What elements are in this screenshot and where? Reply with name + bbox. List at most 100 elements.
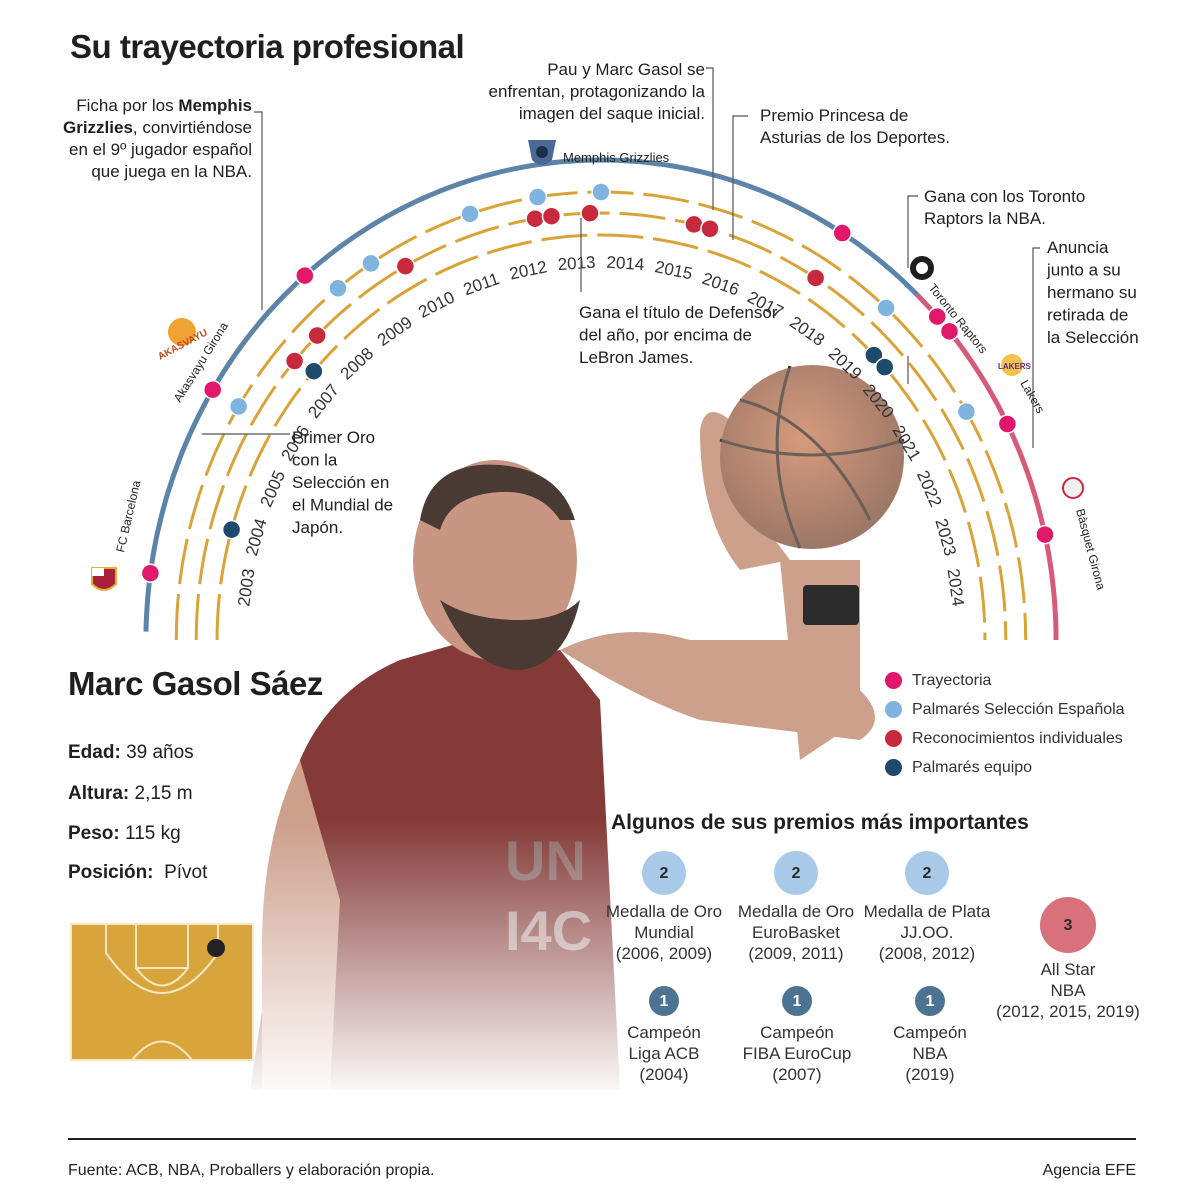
year-label: 2004: [242, 516, 271, 558]
player-name: Marc Gasol Sáez: [68, 665, 323, 702]
svg-text:hermano su: hermano su: [1047, 283, 1137, 302]
timeline-dot: [460, 204, 480, 224]
annotation-defensor: Gana el título de Defensor del año, por e…: [579, 303, 778, 367]
timeline-dot: [284, 351, 305, 371]
stat-position: Posición: Pívot: [68, 862, 208, 883]
player-photo: UN I4C: [240, 412, 875, 1100]
legend-item: Reconocimientos individuales: [885, 724, 1125, 753]
svg-text:en el 9º jugador español: en el 9º jugador español: [69, 140, 252, 159]
year-label: 2022: [913, 468, 946, 510]
svg-text:LAKERS: LAKERS: [998, 362, 1032, 371]
svg-text:Selección en: Selección en: [292, 473, 389, 492]
timeline-dot: [684, 214, 704, 235]
legend-item: Palmarés Selección Española: [885, 695, 1125, 724]
year-label: 2015: [653, 257, 694, 283]
annotation-leaders: [202, 67, 1040, 448]
svg-text:retirada de: retirada de: [1047, 306, 1128, 325]
basquet-girona-logo: [1062, 477, 1084, 499]
year-label: 2016: [700, 269, 742, 300]
timeline-dot: [864, 345, 884, 365]
stat-weight: Peso: 115 kg: [68, 823, 181, 844]
timeline-dot: [140, 563, 161, 583]
arc-track-2: [194, 211, 1008, 641]
svg-text:imagen del saque inicial.: imagen del saque inicial.: [519, 104, 705, 123]
court-diagram: [70, 923, 254, 1061]
timeline-dot: [832, 223, 853, 243]
svg-text:Raptors la NBA.: Raptors la NBA.: [924, 209, 1046, 228]
annotation-asturias: Premio Princesa de Asturias de los Deport…: [760, 106, 950, 147]
award-oro-eurobasket: 2 Medalla de Oro EuroBasket (2009, 2011): [721, 851, 871, 964]
timeline-arcs: [143, 157, 1059, 641]
award-liga-acb: 1 Campeón Liga ACB (2004): [589, 986, 739, 1085]
timeline-dots: [140, 182, 1055, 583]
year-label: 2014: [606, 253, 645, 275]
year-label: 2013: [557, 253, 596, 275]
year-label: 2010: [415, 288, 457, 322]
toronto-raptors-logo: [910, 256, 934, 280]
timeline-dot: [328, 278, 348, 299]
svg-text:la Selección: la Selección: [1047, 328, 1139, 347]
svg-text:enfrentan, protagonizando la: enfrentan, protagonizando la: [489, 82, 706, 101]
leader-line: [732, 115, 748, 240]
awards-title: Algunos de sus premios más importantes: [611, 811, 1029, 834]
timeline-dot: [395, 256, 416, 276]
svg-text:Anuncia: Anuncia: [1047, 238, 1109, 257]
timeline-dot: [221, 519, 242, 540]
timeline-dot: [202, 379, 223, 400]
timeline-dot: [228, 396, 249, 417]
footer-agency: Agencia EFE: [1042, 1162, 1136, 1179]
svg-text:Premio Princesa de: Premio Princesa de: [760, 106, 908, 125]
arc-track-3: [215, 233, 987, 640]
svg-text:Gana con los Toronto: Gana con los Toronto: [924, 187, 1085, 206]
team-label: Memphis Grizzlies: [563, 150, 670, 165]
legend-item: Palmarés equipo: [885, 753, 1125, 782]
team-label: Lakers: [1017, 378, 1047, 416]
svg-text:Gana el título de Defensor: Gana el título de Defensor: [579, 303, 778, 322]
annotation-grizzlies: Ficha por los Memphis Grizzlies, convirt…: [63, 96, 252, 181]
leader-line: [254, 111, 263, 310]
year-label: 2024: [944, 567, 968, 607]
year-label: 2023: [931, 516, 960, 558]
svg-text:del año, por encima de: del año, por encima de: [579, 326, 752, 345]
timeline-dot: [307, 325, 327, 346]
lakers-logo: LAKERS: [998, 354, 1032, 376]
timeline-dot: [1035, 524, 1055, 545]
basketball: [719, 365, 905, 549]
timeline-dot: [805, 268, 826, 288]
timeline-dot: [591, 182, 611, 202]
year-label: 2008: [337, 344, 378, 384]
position-marker: [207, 939, 225, 957]
annotation-retirada: Anuncia junto a su hermano su retirada de la…: [1046, 238, 1139, 347]
timeline-dot: [304, 361, 324, 381]
svg-text:Japón.: Japón.: [292, 518, 343, 537]
leader-line: [1032, 247, 1040, 448]
year-label: 2003: [234, 567, 258, 607]
stat-height: Altura: 2,15 m: [68, 783, 193, 804]
arc-trajectory-main: [143, 157, 919, 632]
timeline-dot: [997, 414, 1018, 434]
timeline-dot: [525, 208, 545, 229]
footer-divider: [68, 1138, 1136, 1140]
timeline-dot: [700, 219, 720, 239]
award-oro-mundial: 2 Medalla de Oro Mundial (2006, 2009): [589, 851, 739, 964]
year-label: 2007: [304, 381, 343, 422]
timeline-dot: [927, 306, 947, 327]
annotation-saque: Pau y Marc Gasol se enfrentan, protagoniz…: [489, 60, 706, 123]
year-label: 2012: [508, 257, 549, 283]
svg-text:con la: con la: [292, 451, 338, 470]
leader-line: [907, 195, 918, 268]
timeline-dot: [295, 265, 315, 286]
memphis-grizzlies-logo: [528, 140, 556, 165]
award-all-star: 3 All Star NBA (2012, 2015, 2019): [993, 897, 1143, 1022]
svg-text:Primer Oro: Primer Oro: [292, 428, 375, 447]
timeline-dot: [956, 401, 977, 422]
timeline-dot: [527, 187, 548, 207]
year-label: 2005: [257, 468, 290, 510]
page-title: Su trayectoria profesional: [70, 28, 465, 65]
timeline-dot: [541, 206, 562, 226]
award-nba: 1 Campeón NBA (2019): [855, 986, 1005, 1085]
legend-item: Trayectoria: [885, 666, 1125, 695]
timeline-dot: [874, 357, 895, 377]
team-label: Bàsquet Girona: [1073, 507, 1108, 591]
